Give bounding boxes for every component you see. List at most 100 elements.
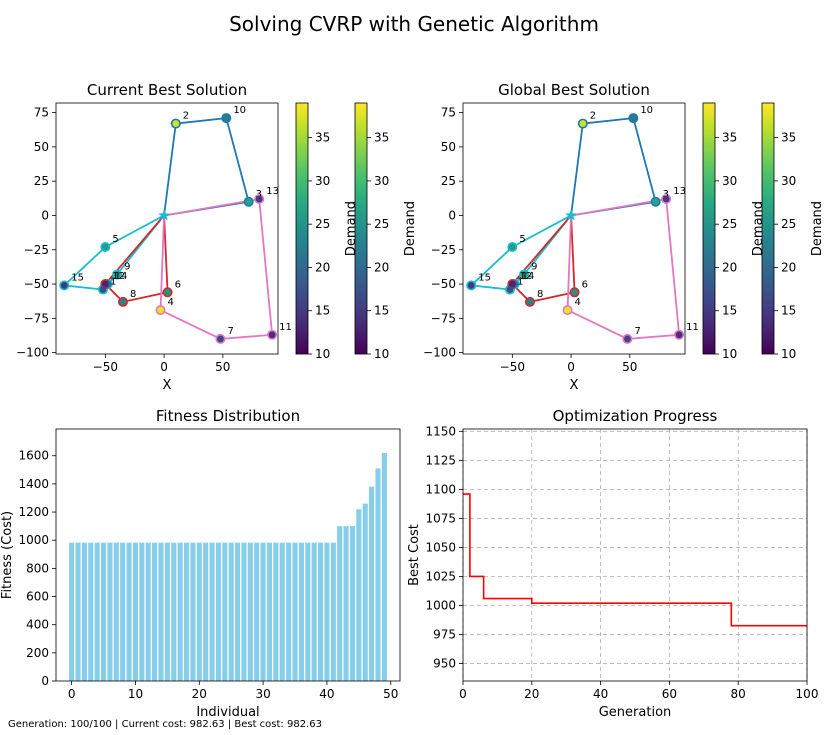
depot-marker — [158, 209, 170, 221]
customer-node — [506, 286, 514, 293]
y-tick-label: 600 — [26, 590, 49, 604]
node-label: 9 — [531, 261, 537, 272]
y-tick-label: 1600 — [18, 449, 49, 463]
colorbar-label: Demand — [810, 201, 825, 256]
y-tick-label: −50 — [431, 277, 456, 291]
node-label: 3 — [663, 189, 669, 200]
y-axis-label: Fitness (Cost) — [0, 511, 15, 599]
customer-node — [467, 282, 475, 289]
customer-node — [245, 198, 253, 206]
x-tick-label: 0 — [459, 687, 467, 701]
fitness-bar — [215, 542, 221, 681]
colorbar-tick-label: 35 — [374, 131, 389, 145]
colorbar-tick-label: 30 — [781, 174, 796, 188]
colorbar-tick-label: 25 — [722, 217, 737, 231]
y-tick-label: 1000 — [18, 533, 49, 547]
fitness-bar — [139, 542, 145, 681]
node-label: 12 — [112, 271, 125, 282]
node-label: 14 — [115, 271, 128, 282]
x-tick-label: 40 — [319, 687, 334, 701]
x-tick-label: 60 — [662, 687, 677, 701]
route-line — [570, 117, 657, 217]
y-tick-label: 50 — [441, 140, 456, 154]
fitness-bar — [152, 542, 158, 681]
fitness-bar — [369, 486, 375, 681]
y-tick-label: 1400 — [18, 477, 49, 491]
route-line — [159, 197, 274, 340]
colorbar-tick-label: 10 — [315, 347, 330, 361]
node-label: 7 — [227, 326, 233, 337]
fitness-bar — [183, 542, 190, 681]
node-label: 13 — [673, 186, 686, 197]
colorbar-tick-label: 10 — [722, 347, 737, 361]
customer-node — [508, 243, 516, 251]
fitness-bar — [132, 542, 139, 681]
axes-title: Current Best Solution — [87, 81, 247, 99]
y-tick-label: 50 — [34, 140, 49, 154]
fitness-bar — [126, 542, 132, 681]
node-label: 4 — [575, 297, 581, 308]
x-tick-label: 50 — [383, 687, 398, 701]
axes-title: Global Best Solution — [498, 81, 650, 99]
customer-node — [675, 331, 683, 339]
fitness-bar — [343, 526, 349, 681]
customer-node — [60, 282, 68, 289]
x-tick-label: 0 — [68, 687, 76, 701]
x-tick-label: 10 — [128, 687, 143, 701]
fitness-bar — [177, 542, 183, 681]
fitness-bar — [203, 542, 209, 681]
customer-node — [217, 335, 224, 343]
customer-node — [255, 195, 263, 203]
customer-node — [629, 114, 637, 122]
fitness-bar — [317, 542, 324, 681]
fitness-bar — [235, 542, 241, 681]
customer-node — [624, 335, 631, 343]
y-tick-label: 1200 — [18, 505, 49, 519]
status-line: Generation: 100/100 | Current cost: 982.… — [8, 719, 322, 730]
y-tick-label: 1000 — [425, 599, 456, 613]
fitness-bar — [375, 468, 381, 681]
node-label: 5 — [519, 234, 525, 245]
depot-marker — [565, 209, 577, 221]
y-tick-label: 25 — [441, 174, 456, 188]
y-tick-label: −75 — [24, 311, 49, 325]
node-label: 11 — [279, 322, 292, 333]
colorbar-tick-label: 20 — [781, 260, 796, 274]
fitness-bar — [356, 509, 362, 681]
colorbar-tick-label: 35 — [722, 131, 737, 145]
fitness-bar — [260, 542, 266, 681]
colorbar-tick-label: 35 — [315, 131, 330, 145]
y-tick-label: 0 — [448, 208, 456, 222]
x-tick-label: −50 — [500, 360, 525, 374]
x-tick-label: 50 — [215, 360, 230, 374]
node-label: 12 — [519, 271, 532, 282]
y-tick-label: 0 — [41, 674, 49, 688]
y-tick-label: 75 — [441, 106, 456, 120]
fitness-bar — [88, 542, 94, 681]
y-tick-label: 1075 — [425, 511, 456, 525]
node-label: 7 — [634, 326, 640, 337]
route-line — [566, 197, 681, 340]
colorbar-tick-label: 20 — [315, 260, 330, 274]
x-tick-label: 0 — [160, 360, 168, 374]
progress-panel: 0 20 40 60 80 100 950 975 1000 1025 1050 1075 1100 11… — [407, 407, 818, 720]
y-axis-label: Best Cost — [407, 524, 422, 586]
fitness-bar — [349, 526, 356, 681]
node-label: 8 — [130, 289, 136, 300]
fitness-bar — [273, 542, 279, 681]
fitness-bar — [209, 542, 215, 681]
x-axis-label: Generation — [599, 705, 672, 720]
fitness-bar — [286, 542, 292, 681]
fitness-bar — [94, 542, 100, 681]
route-line — [104, 214, 169, 303]
fitness-bar — [171, 542, 177, 681]
best-cost-line — [463, 493, 807, 627]
node-label: 2 — [183, 111, 189, 122]
y-tick-label: 400 — [26, 618, 49, 632]
node-label: 6 — [582, 279, 588, 290]
fitness-bar — [145, 542, 151, 681]
customer-node — [172, 120, 180, 127]
node-label: 8 — [537, 289, 543, 300]
x-tick-label: 20 — [192, 687, 207, 701]
